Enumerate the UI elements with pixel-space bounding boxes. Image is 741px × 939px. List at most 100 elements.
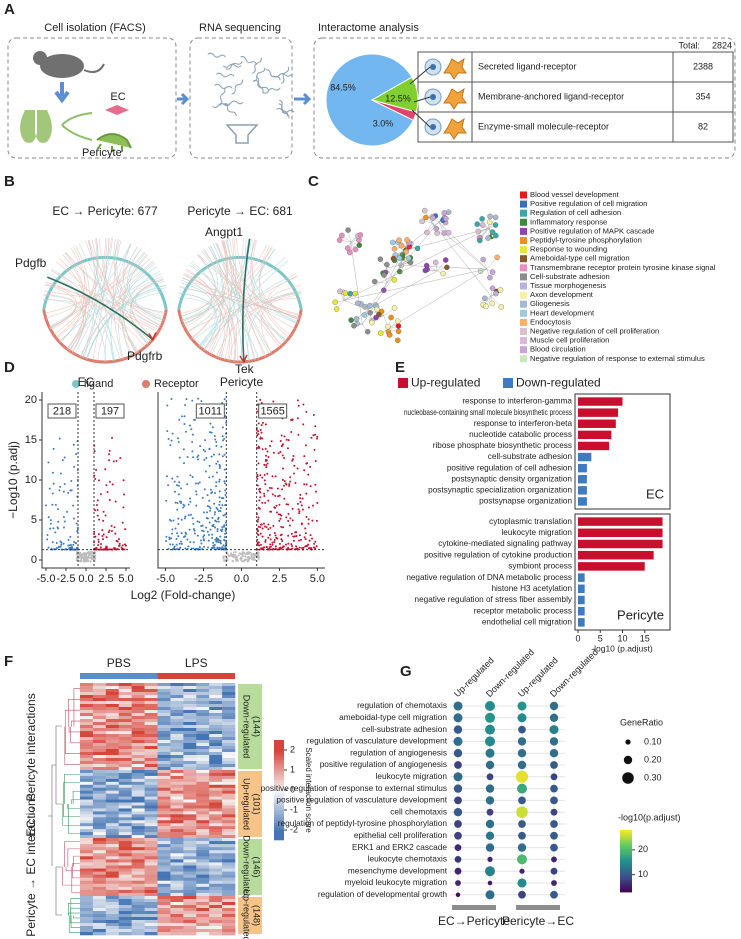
heat-cell: [170, 887, 183, 890]
point-decor: [169, 543, 171, 545]
heat-cell: [209, 875, 222, 878]
heat-cell: [80, 869, 93, 872]
point-decor: [309, 466, 311, 468]
heat-cell: [132, 686, 145, 689]
heat-cell: [132, 788, 145, 791]
point-decor: [290, 543, 292, 545]
point-decor: [197, 535, 199, 537]
heat-cell: [119, 890, 132, 893]
cluster-count: (148): [252, 905, 262, 926]
cell-label: Pericyte: [82, 147, 122, 159]
bar: [578, 573, 585, 582]
point-decor: [218, 521, 220, 523]
point-decor: [224, 536, 226, 538]
point-decor: [262, 536, 264, 538]
point-decor: [218, 510, 220, 512]
heat-cell: [106, 779, 119, 782]
heat-cell: [106, 770, 119, 773]
point-decor: [97, 544, 99, 546]
point-decor: [253, 556, 255, 558]
row-group-title: Pericyte → EC interactions: [24, 793, 38, 936]
point-decor: [269, 487, 271, 489]
point-decor: [280, 538, 282, 540]
legend-swatch: [520, 192, 527, 199]
point-decor: [207, 531, 209, 533]
heat-cell: [222, 755, 235, 758]
heat-cell: [209, 820, 222, 823]
heat-cell: [145, 746, 158, 749]
heat-cell: [170, 844, 183, 847]
heat-cell: [170, 914, 183, 917]
heat-cell: [222, 797, 235, 800]
point-decor: [305, 516, 307, 518]
heat-cell: [145, 853, 158, 856]
dendrogram: [71, 721, 80, 726]
node: [346, 227, 351, 232]
point-decor: [240, 556, 242, 558]
node: [387, 332, 392, 337]
heat-cell: [170, 692, 183, 695]
bar: [578, 540, 663, 549]
heat-cell: [119, 881, 132, 884]
heat-cell: [119, 797, 132, 800]
heat-cell: [170, 719, 183, 722]
legend-swatch: [520, 246, 527, 253]
heat-cell: [119, 731, 132, 734]
slice-label: 12.5%: [385, 93, 411, 103]
point-decor: [291, 533, 293, 535]
category-label: ribose phosphate biosynthetic process: [433, 441, 572, 450]
heat-cell: [145, 689, 158, 692]
rna: [216, 73, 234, 78]
heat-cell: [93, 692, 106, 695]
heat-cell: [158, 764, 171, 767]
legend-swatch: [398, 378, 408, 388]
point-decor: [209, 448, 211, 450]
dot: [454, 784, 462, 792]
panel-label: F: [4, 653, 13, 670]
heat-cell: [93, 746, 106, 749]
facet-label: EC: [646, 486, 664, 501]
point-decor: [50, 523, 52, 525]
heat-cell: [183, 905, 196, 908]
heat-cell: [170, 908, 183, 911]
heat-cell: [106, 917, 119, 920]
point-decor: [265, 466, 267, 468]
category-label: negative regulation of stress fiber asse…: [415, 595, 573, 604]
heat-cell: [106, 847, 119, 850]
heat-cell: [106, 719, 119, 722]
heat-cell: [222, 782, 235, 785]
heat-cell: [80, 899, 93, 902]
heat-cell: [196, 764, 209, 767]
heat-cell: [222, 838, 235, 841]
point-decor: [272, 401, 274, 403]
point-decor: [174, 491, 176, 493]
node: [381, 272, 386, 277]
point-decor: [52, 472, 54, 474]
heat-cell: [170, 896, 183, 899]
point-decor: [293, 473, 295, 475]
heat-cell: [80, 865, 93, 868]
point-decor: [90, 555, 92, 557]
heat-cell: [93, 820, 106, 823]
point-decor: [281, 445, 283, 447]
heat-cell: [196, 872, 209, 875]
heat-cell: [170, 835, 183, 838]
ligand-label: Pdgfb: [15, 256, 47, 270]
heat-cell: [93, 728, 106, 731]
point-decor: [251, 553, 253, 555]
point-decor: [265, 459, 267, 461]
point-decor: [302, 547, 304, 549]
heat-cell: [170, 890, 183, 893]
heat-cell: [93, 695, 106, 698]
heat-cell: [80, 725, 93, 728]
link: [251, 240, 282, 346]
heat-cell: [170, 917, 183, 920]
heat-cell: [145, 841, 158, 844]
heat-cell: [209, 844, 222, 847]
heat-cell: [80, 773, 93, 776]
heat-cell: [80, 850, 93, 853]
heat-cell: [106, 905, 119, 908]
point-decor: [176, 532, 178, 534]
heat-cell: [145, 725, 158, 728]
point-decor: [287, 520, 289, 522]
